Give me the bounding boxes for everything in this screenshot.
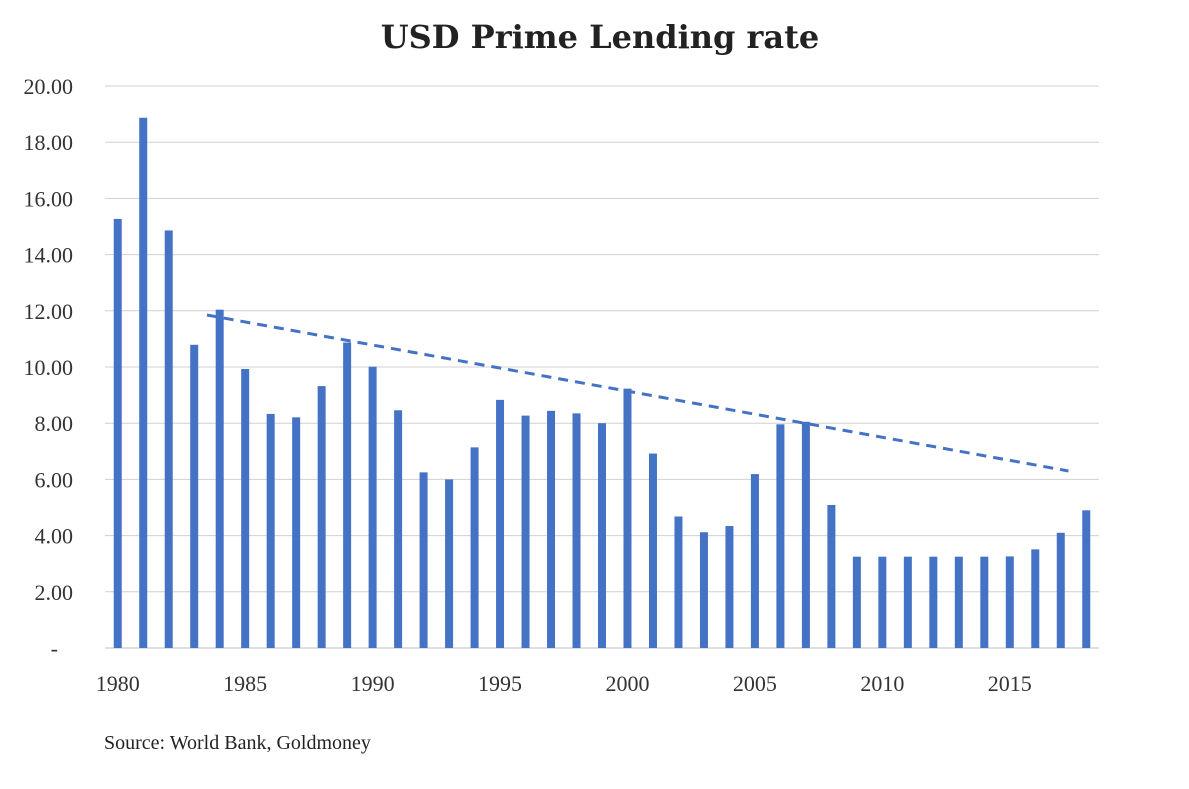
bar-2017 bbox=[1056, 532, 1065, 648]
bar-1993 bbox=[445, 479, 454, 648]
bar-2006 bbox=[776, 424, 785, 648]
bar-2005 bbox=[750, 474, 759, 648]
y-tick-label: 14.00 bbox=[24, 243, 74, 268]
bar-1981 bbox=[139, 117, 148, 649]
bar-1996 bbox=[521, 415, 530, 648]
bar-1987 bbox=[292, 417, 301, 648]
bars bbox=[113, 117, 1091, 649]
x-tick-label: 2000 bbox=[605, 671, 649, 696]
trendline bbox=[206, 313, 1069, 473]
trendline-group bbox=[206, 313, 1069, 473]
y-tick-label: 10.00 bbox=[24, 355, 74, 380]
bar-1990 bbox=[368, 366, 377, 648]
bar-1982 bbox=[164, 230, 173, 648]
bar-1991 bbox=[394, 410, 403, 648]
bar-1989 bbox=[343, 342, 352, 648]
bar-2016 bbox=[1031, 549, 1040, 648]
bar-2015 bbox=[1005, 556, 1014, 648]
bar-2003 bbox=[699, 532, 708, 648]
y-tick-label: 2.00 bbox=[35, 580, 74, 605]
bar-2014 bbox=[980, 556, 989, 648]
x-tick-label: 2015 bbox=[988, 671, 1032, 696]
y-tick-label: 18.00 bbox=[24, 130, 74, 155]
bar-1984 bbox=[215, 309, 224, 648]
bar-2018 bbox=[1082, 510, 1091, 648]
bar-2004 bbox=[725, 526, 734, 648]
x-axis-ticks: 1980 1985 1990 1995 2000 2005 2010 2015 bbox=[96, 671, 1032, 696]
bar-1988 bbox=[317, 386, 326, 648]
y-tick-label: 20.00 bbox=[24, 74, 74, 99]
bar-1997 bbox=[547, 410, 556, 648]
bar-2001 bbox=[648, 453, 657, 648]
y-tick-label: 12.00 bbox=[24, 299, 74, 324]
x-tick-label: 2005 bbox=[733, 671, 777, 696]
bar-2002 bbox=[674, 516, 683, 648]
y-tick-label: 16.00 bbox=[24, 186, 74, 211]
y-tick-label: 6.00 bbox=[35, 467, 74, 492]
bar-2009 bbox=[852, 556, 861, 648]
bar-2007 bbox=[801, 421, 810, 648]
x-tick-label: 1980 bbox=[96, 671, 140, 696]
bar-1998 bbox=[572, 413, 581, 648]
bar-2010 bbox=[878, 556, 887, 648]
x-tick-label: 2010 bbox=[860, 671, 904, 696]
bar-1983 bbox=[190, 344, 199, 648]
bar-1980 bbox=[113, 218, 122, 648]
bar-1986 bbox=[266, 413, 275, 648]
chart-title: USD Prime Lending rate bbox=[381, 18, 820, 56]
source-note: Source: World Bank, Goldmoney bbox=[104, 732, 371, 754]
bar-1985 bbox=[241, 368, 250, 648]
bar-2000 bbox=[623, 388, 632, 648]
y-axis-ticks: - 2.00 4.00 6.00 8.00 10.00 12.00 14.00 16.00 18.… bbox=[24, 74, 74, 661]
y-tick-label: 8.00 bbox=[35, 411, 74, 436]
bar-1999 bbox=[598, 423, 606, 648]
bar-1995 bbox=[496, 399, 505, 648]
x-tick-label: 1990 bbox=[351, 671, 395, 696]
bar-2012 bbox=[929, 556, 938, 648]
x-tick-label: 1995 bbox=[478, 671, 522, 696]
x-tick-label: 1985 bbox=[223, 671, 267, 696]
y-tick-label: - bbox=[51, 636, 58, 661]
bar-1994 bbox=[470, 447, 479, 648]
bar-2008 bbox=[827, 504, 836, 648]
bar-1992 bbox=[419, 472, 428, 648]
bar-2013 bbox=[954, 556, 963, 648]
bar-2011 bbox=[903, 556, 912, 648]
y-tick-label: 4.00 bbox=[35, 524, 74, 549]
